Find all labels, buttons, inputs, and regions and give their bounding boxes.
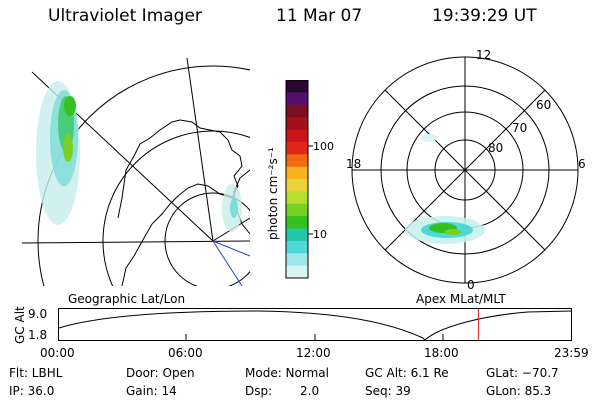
colorbar-stripe [286,80,308,93]
lat-label-60: 60 [536,98,552,112]
x-tick-0000: 00:00 [40,346,75,360]
mlt-label-0: 0 [467,278,475,292]
altitude-chart [58,308,572,341]
colorbar-stripe [286,240,308,254]
geographic-map [22,58,250,286]
colorbar-tick-100: 100 [313,140,334,153]
colorbar-stripe [286,179,308,192]
altitude-curve [58,310,572,341]
x-tick-0600: 06:00 [168,346,203,360]
colorbar-stripe [286,141,308,155]
x-tick-1200: 12:00 [296,346,331,360]
colorbar [285,80,313,279]
colorbar-stripe [286,253,308,267]
altitude-axis-label: GC Alt [13,306,27,344]
colorbar-stripe [286,92,308,106]
colorbar-unit-label: photon cm⁻²s⁻¹ [266,147,280,240]
status-gc-alt: GC Alt: 6.1 Re [365,366,449,380]
lat-label-70: 70 [512,121,528,135]
meridian-line [22,240,250,244]
noon-line [212,240,243,286]
colorbar-stripe [286,228,308,242]
colorbar-stripe [286,191,308,205]
mlt-label-12: 12 [476,48,492,62]
status-ip: IP: 36.0 [9,384,55,398]
colorbar-stripe [286,216,308,230]
x-tick-1800: 18:00 [424,346,459,360]
geographic-label: Geographic Lat/Lon [68,292,186,306]
status-mode: Mode: Normal [245,366,329,380]
colorbar-stripe [286,154,308,168]
colorbar-stripe [286,203,308,217]
antarctica-coastline [117,119,243,286]
colorbar-stripe [286,265,308,279]
polar-mlt-plot [351,56,579,284]
noon-line [212,240,250,257]
meridian-line [186,58,214,242]
status-seq: Seq: 39 [365,384,411,398]
status-door: Door: Open [126,366,195,380]
latitude-circle [164,192,250,286]
altitude-y-top: 9.0 [28,307,48,321]
colorbar-tick-10: 10 [313,228,327,241]
aurora-emission [36,81,242,232]
time-label: 19:39:29 UT [432,6,537,26]
polar-aurora-emission [405,134,485,244]
instrument-title: Ultraviolet Imager [48,6,202,26]
date-label: 11 Mar 07 [276,6,363,26]
x-tick-2359: 23:59 [554,346,589,360]
latitude-circle [37,65,250,286]
status-filter: Flt: LBHL [9,366,63,380]
colorbar-stripe [286,117,308,131]
altitude-y-bottom: 1.8 [28,328,48,342]
colorbar-stripe [286,129,308,143]
status-glat: GLat: −70.7 [486,366,559,380]
status-dsp-value: 2.0 [300,384,320,398]
mlt-label-6: 6 [578,157,586,171]
colorbar-stripe [286,166,308,180]
lat-label-80: 80 [488,141,504,155]
apex-label: Apex MLat/MLT [416,292,506,306]
mlt-label-18: 18 [346,157,362,171]
status-gain: Gain: 14 [126,384,177,398]
colorbar-stripe [286,104,308,118]
status-glon: GLon: 85.3 [486,384,552,398]
status-dsp-label: Dsp: [245,384,273,398]
